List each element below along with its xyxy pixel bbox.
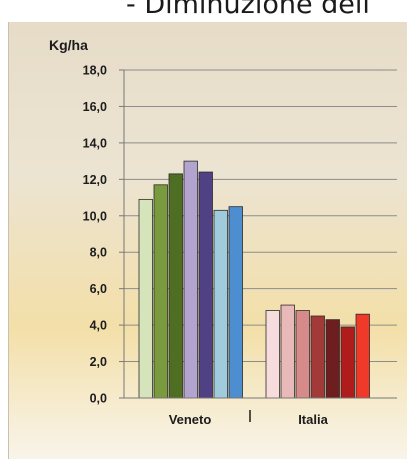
bar-italia-7 [355,313,370,399]
y-tick-label: 10,0 [83,209,107,223]
y-tick-label: 16,0 [83,100,107,114]
bar-veneto-1 [138,198,153,399]
bar-veneto-7 [228,206,243,399]
y-tick-label: 8,0 [90,246,107,260]
y-tick-label: 12,0 [83,173,107,187]
bar-italia-6 [340,326,355,399]
y-tick-label: 0,0 [90,392,107,406]
bar-veneto-6 [213,209,228,399]
y-tick-label: 18,0 [83,64,107,78]
bar-italia-3 [295,310,310,399]
slide-header: - Diminuzione dell [0,0,413,22]
bar-italia-1 [265,310,280,399]
chart-bars [138,160,370,399]
bar-italia-4 [310,315,325,399]
y-axis-unit-label: Kg/ha [49,37,88,53]
bar-veneto-3 [168,173,183,399]
y-tick-label: 14,0 [83,136,107,150]
bar-italia-5 [325,319,340,399]
bar-veneto-5 [198,171,213,399]
x-category-label: Italia [298,412,328,427]
bar-veneto-2 [153,184,168,399]
y-tick-label: 6,0 [90,282,107,296]
y-tick-label: 2,0 [90,355,107,369]
y-tick-label: 4,0 [90,319,107,333]
y-axis: Kg/ha 0,0 2,0 4,0 6,0 8,0 10,0 12,0 14,0 16,0 18,0 [49,37,125,406]
bar-veneto-4 [183,160,198,399]
x-axis: Veneto Italia [124,397,397,427]
bar-italia-2 [280,304,295,399]
slide-title-fragment: - Diminuzione dell [126,0,370,20]
bar-chart: Kg/ha 0,0 2,0 4,0 6,0 8,0 10,0 12,0 14,0 16,0 18,0… [49,37,397,427]
x-category-label: Veneto [169,412,212,427]
chart-panel: Kg/ha 0,0 2,0 4,0 6,0 8,0 10,0 12,0 14,0 16,0 18,0… [8,22,407,459]
